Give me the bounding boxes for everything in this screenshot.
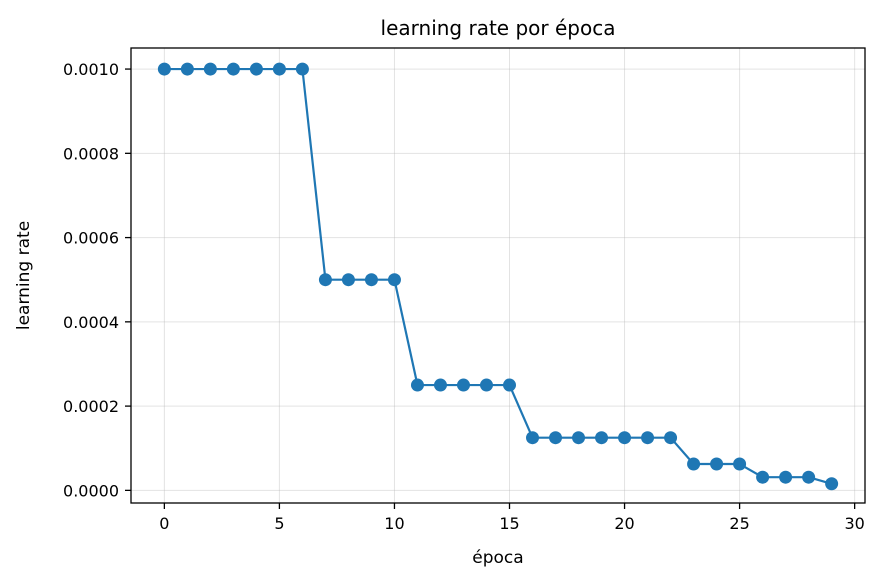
data-point [779,470,793,484]
data-point [710,457,724,471]
data-point [756,470,770,484]
data-point [157,62,171,76]
data-point [341,273,355,287]
y-tick-label: 0.0004 [63,313,119,332]
data-point [526,431,540,445]
data-point [664,431,678,445]
x-tick-label: 15 [499,514,519,533]
y-tick-label: 0.0010 [63,60,119,79]
series-line [164,67,832,485]
data-point [433,378,447,392]
data-points [157,62,839,491]
y-axis-label: learning rate [14,221,34,330]
y-tick-label: 0.0000 [63,481,119,500]
data-point [410,378,424,392]
x-tick-label: 10 [384,514,404,533]
data-point [503,378,517,392]
data-point [364,273,378,287]
data-point [226,62,240,76]
data-point [572,431,586,445]
grid [131,48,865,503]
x-tick-label: 0 [159,514,169,533]
data-point [802,470,816,484]
data-point [272,62,286,76]
x-tick-label: 30 [844,514,864,533]
data-point [180,62,194,76]
plot-frame [130,47,866,504]
y-tick-label: 0.0002 [63,397,119,416]
data-point [618,431,632,445]
data-point [249,62,263,76]
y-tick-label: 0.0006 [63,229,119,248]
data-point [479,378,493,392]
data-point [687,457,701,471]
data-point [595,431,609,445]
x-tick-label: 20 [614,514,634,533]
data-point [456,378,470,392]
data-point [641,431,655,445]
data-point [318,273,332,287]
x-axis-label: época [472,548,523,568]
y-axis-ticks: 0.0000 0.0002 0.0004 0.0006 0.0008 0.0010 [63,60,131,500]
chart-title: learning rate por época [381,16,616,40]
y-tick-label: 0.0008 [63,144,119,163]
data-point [203,62,217,76]
data-point [549,431,563,445]
series-line-layer [164,67,832,485]
x-tick-label: 25 [729,514,749,533]
x-axis-ticks: 0 5 10 15 20 25 30 [159,503,865,533]
data-point [387,273,401,287]
data-point [733,457,747,471]
data-point [295,62,309,76]
x-tick-label: 5 [274,514,284,533]
data-point [825,477,839,491]
